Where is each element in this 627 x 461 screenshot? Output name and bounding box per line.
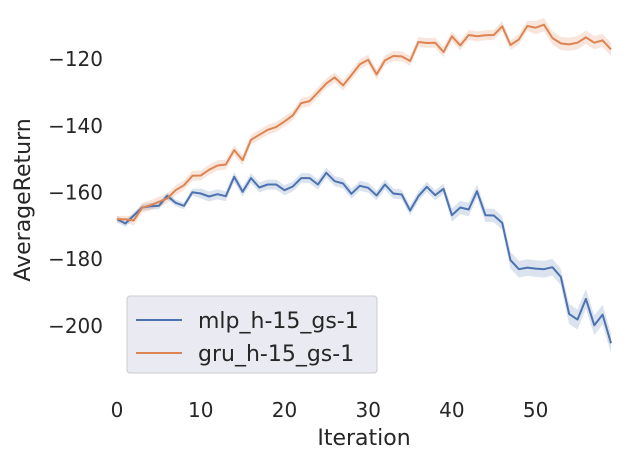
x-axis-label: Iteration [317,426,410,451]
x-tick-label: 40 [439,398,464,422]
x-tick-label: 50 [523,398,548,422]
x-tick-label: 0 [111,398,124,422]
y-tick-label: −160 [48,181,103,205]
band-mlp [117,167,611,354]
legend-box [126,295,378,374]
series-line-gru [117,23,612,222]
legend-label-mlp: mlp_h-15_gs-1 [198,309,359,334]
x-tick-labels: 0 10 20 30 40 50 [111,398,549,422]
legend-label-gru: gru_h-15_gs-1 [198,342,354,367]
y-axis-label: AverageReturn [11,118,36,281]
legend: mlp_h-15_gs-1 gru_h-15_gs-1 [126,295,378,374]
y-tick-labels: −200 −180 −160 −140 −120 [48,47,103,338]
x-tick-label: 30 [355,398,380,422]
series-lines [116,23,612,344]
x-tick-label: 10 [188,398,213,422]
y-tick-label: −200 [48,314,103,338]
series-line-mlp [116,171,612,344]
x-tick-label: 20 [272,398,297,422]
band-gru [117,18,611,226]
confidence-bands [117,18,611,354]
y-tick-label: −180 [48,247,103,271]
y-tick-label: −120 [48,47,103,71]
y-tick-label: −140 [48,114,103,138]
